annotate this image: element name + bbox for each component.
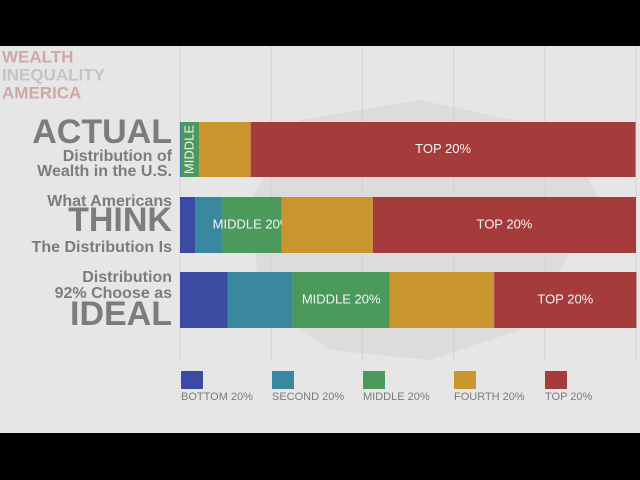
legend-swatch <box>545 371 567 389</box>
legend-swatch <box>272 371 294 389</box>
bar-segment <box>372 197 636 253</box>
bar-segment <box>292 272 390 328</box>
category-label: Distribution <box>82 269 172 286</box>
segment-label: TOP 20% <box>476 216 532 231</box>
legend-swatch <box>454 371 476 389</box>
bar-segment <box>222 197 282 253</box>
category-label: Distribution of <box>63 148 173 165</box>
bar-segment <box>195 197 223 253</box>
bar-segment <box>180 197 196 253</box>
bar-segment <box>199 122 251 177</box>
legend-label: MIDDLE 20% <box>363 391 430 403</box>
legend-swatch <box>363 371 385 389</box>
bar-segment <box>494 272 637 328</box>
segment-label: MIDDLE 20% <box>213 216 292 231</box>
legend-label: SECOND 20% <box>272 391 344 403</box>
chart-title: INEQUALITY <box>2 65 106 84</box>
category-label: What Americans <box>47 193 172 210</box>
category-label: Wealth in the U.S. <box>37 163 172 180</box>
legend-label: TOP 20% <box>545 391 593 403</box>
category-label: ACTUAL <box>32 113 172 151</box>
legend-swatch <box>181 371 203 389</box>
bar-segment <box>180 272 228 328</box>
segment-label: MIDDLE <box>182 125 197 174</box>
category-label: IDEAL <box>70 295 172 333</box>
segment-label: MIDDLE 20% <box>302 291 381 306</box>
bar-segment <box>389 272 495 328</box>
bar-segment <box>281 197 373 253</box>
category-label: The Distribution Is <box>32 239 173 256</box>
segment-label: TOP 20% <box>415 141 471 156</box>
category-label: 92% Choose as <box>55 285 172 302</box>
legend-label: FOURTH 20% <box>454 391 525 403</box>
chart-title: AMERICA <box>2 83 81 102</box>
bar-segment <box>180 122 182 177</box>
legend-label: BOTTOM 20% <box>181 391 253 403</box>
category-label: THINK <box>68 201 172 239</box>
bar-segment <box>250 122 636 177</box>
bar-segment <box>181 122 200 177</box>
plot: WEALTHINEQUALITYAMERICAACTUALDistributio… <box>2 46 637 403</box>
bar-segment <box>227 272 293 328</box>
chart-title: WEALTH <box>2 47 73 66</box>
segment-label: TOP 20% <box>537 291 593 306</box>
